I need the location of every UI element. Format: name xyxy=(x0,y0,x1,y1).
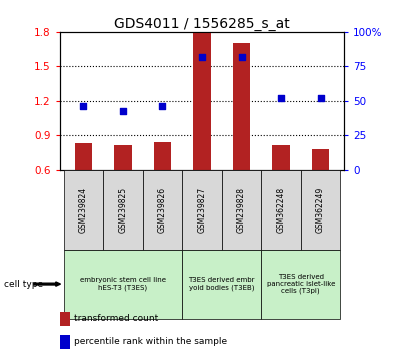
Point xyxy=(80,104,87,109)
Text: T3ES derived
pancreatic islet-like
cells (T3pi): T3ES derived pancreatic islet-like cells… xyxy=(267,274,335,294)
Point xyxy=(159,104,166,109)
Text: GSM239827: GSM239827 xyxy=(197,187,207,233)
Bar xyxy=(232,44,250,170)
Bar xyxy=(312,149,330,170)
Text: GSM239824: GSM239824 xyxy=(79,187,88,233)
Text: GSM239826: GSM239826 xyxy=(158,187,167,233)
Point xyxy=(317,95,324,101)
Text: GSM362248: GSM362248 xyxy=(277,187,285,233)
Text: cell type: cell type xyxy=(4,280,43,289)
Point xyxy=(120,108,126,113)
Bar xyxy=(193,32,211,170)
Text: GSM362249: GSM362249 xyxy=(316,187,325,233)
Text: GSM239825: GSM239825 xyxy=(119,187,127,233)
Text: transformed count: transformed count xyxy=(74,314,158,323)
Point xyxy=(199,54,205,59)
Text: T3ES derived embr
yoid bodies (T3EB): T3ES derived embr yoid bodies (T3EB) xyxy=(189,277,255,291)
Point xyxy=(278,95,284,101)
Text: embryonic stem cell line
hES-T3 (T3ES): embryonic stem cell line hES-T3 (T3ES) xyxy=(80,277,166,291)
Text: GSM239828: GSM239828 xyxy=(237,187,246,233)
Bar xyxy=(114,144,132,170)
Bar xyxy=(154,142,172,170)
Text: percentile rank within the sample: percentile rank within the sample xyxy=(74,337,227,346)
Bar xyxy=(74,143,92,170)
Point xyxy=(238,54,245,59)
Bar xyxy=(272,144,290,170)
Title: GDS4011 / 1556285_s_at: GDS4011 / 1556285_s_at xyxy=(114,17,290,31)
